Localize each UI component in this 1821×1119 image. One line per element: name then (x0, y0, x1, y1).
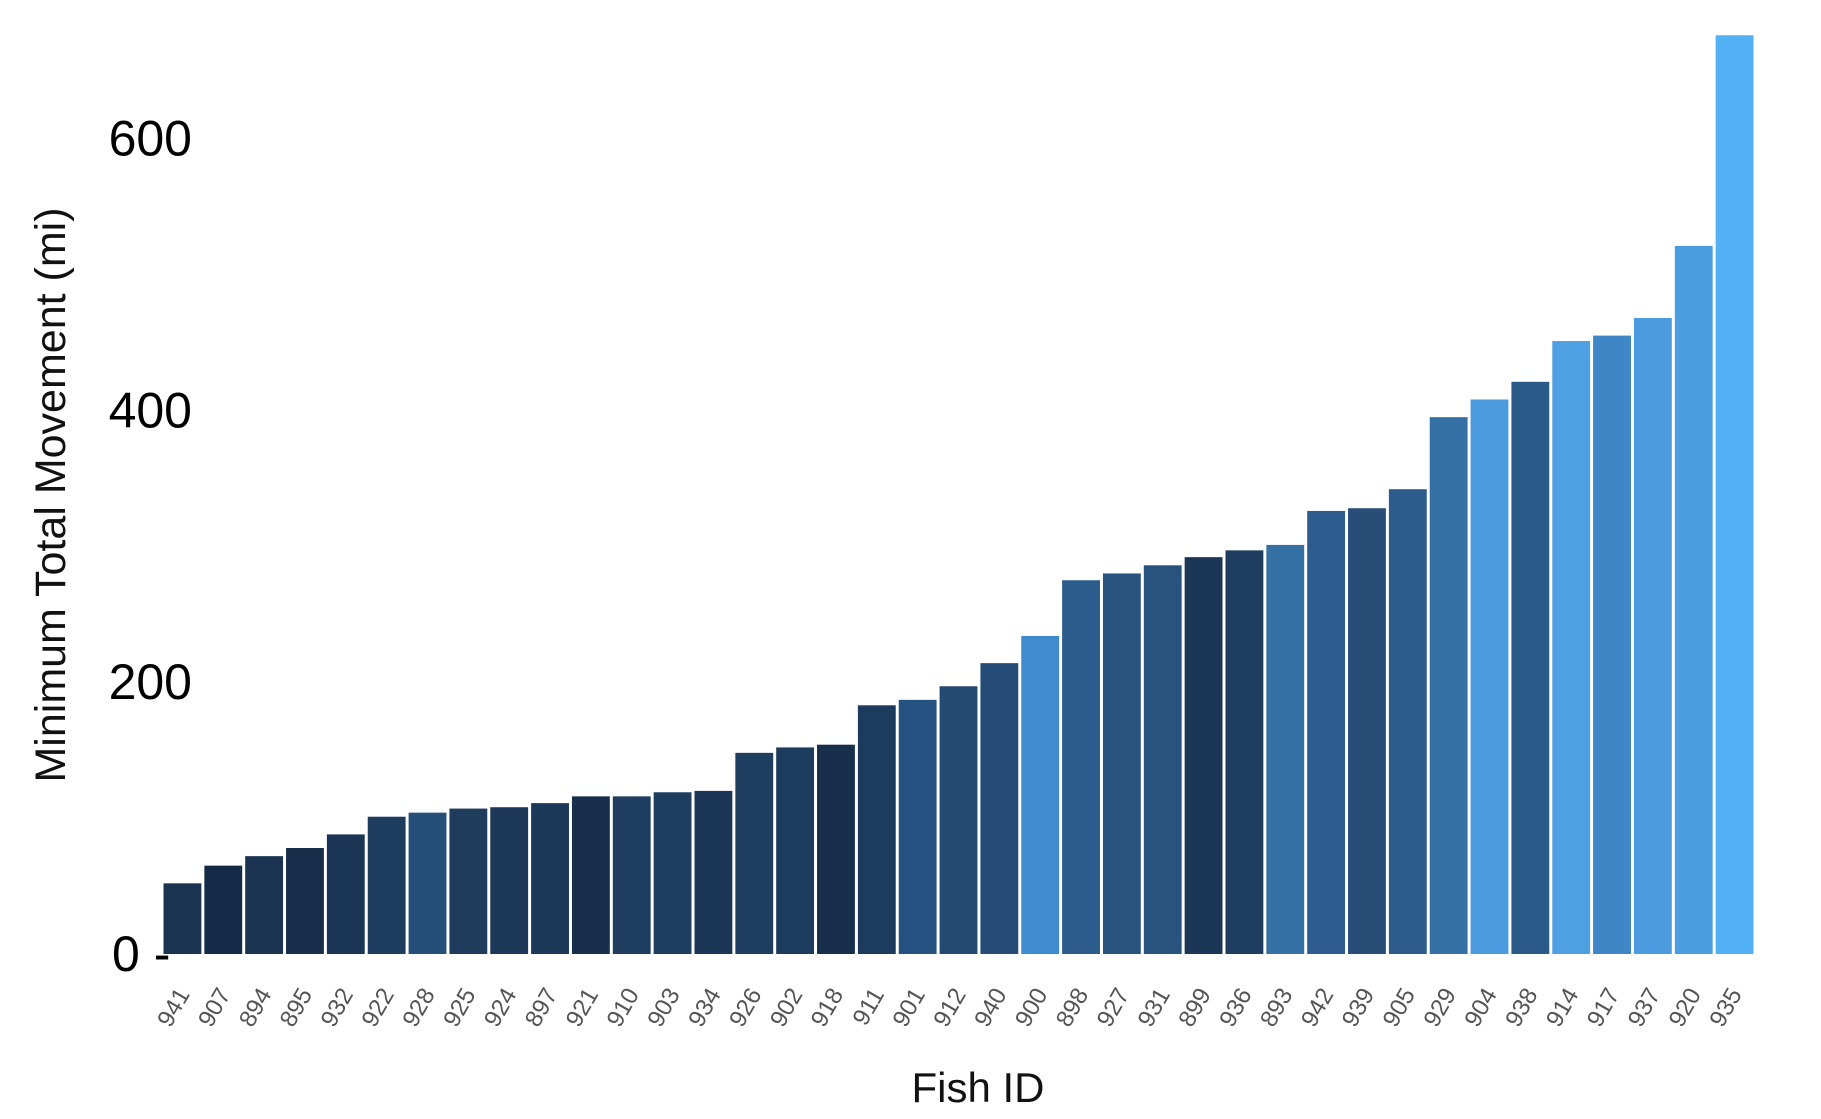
bar-936 (1225, 550, 1264, 954)
bar-893 (1266, 544, 1305, 954)
bar-914 (1552, 341, 1591, 954)
x-tick-label: 898 (1051, 984, 1094, 1032)
x-tick-label: 900 (1010, 984, 1053, 1032)
bar-898 (1062, 580, 1100, 954)
x-tick-label: 907 (193, 984, 236, 1032)
bar-927 (1102, 573, 1141, 954)
bar-894 (245, 856, 284, 954)
x-tick-label: 934 (683, 984, 726, 1032)
bar-899 (1184, 557, 1223, 954)
bar-929 (1429, 417, 1468, 954)
bar-921 (571, 796, 610, 954)
bar-931 (1143, 565, 1182, 954)
x-tick-label: 937 (1623, 984, 1666, 1032)
x-tick-label: 935 (1704, 984, 1747, 1032)
x-tick-label: 893 (1255, 984, 1298, 1032)
x-tick-label: 924 (479, 984, 522, 1032)
x-tick-label: 928 (397, 984, 440, 1032)
bar-925 (449, 808, 488, 954)
x-tick-label: 902 (765, 984, 808, 1032)
bar-932 (326, 834, 365, 954)
x-tick-label: 894 (234, 984, 277, 1032)
x-tick-label: 925 (438, 984, 481, 1032)
x-tick-label: 910 (602, 984, 645, 1032)
x-tick-label: 911 (847, 984, 890, 1031)
x-tick-label: 941 (152, 984, 195, 1032)
x-tick-label: 940 (969, 984, 1012, 1032)
bar-940 (980, 663, 1019, 954)
bar-918 (817, 744, 855, 954)
bar-904 (1470, 399, 1509, 954)
x-tick-label: 912 (928, 984, 971, 1032)
bar-922 (367, 816, 406, 954)
bar-901 (898, 699, 937, 954)
x-tick-label: 927 (1092, 984, 1135, 1032)
x-tick-label: 929 (1418, 984, 1461, 1032)
y-tick-label: 400 (109, 382, 192, 438)
bar-917 (1593, 335, 1631, 954)
y-tick-label: 600 (109, 111, 192, 167)
bar-895 (286, 847, 324, 954)
x-tick-label: 942 (1296, 984, 1339, 1032)
bar-920 (1674, 245, 1713, 954)
x-tick-label: 939 (1337, 984, 1380, 1032)
x-tick-label: 922 (356, 984, 399, 1032)
bar-938 (1511, 381, 1550, 954)
bar-924 (490, 807, 529, 954)
x-tick-label: 901 (887, 984, 930, 1032)
x-tick-label: 899 (1173, 984, 1216, 1032)
bar-905 (1388, 489, 1427, 954)
y-tick-label: 200 (109, 654, 192, 710)
bar-942 (1307, 510, 1346, 954)
bar-912 (939, 686, 978, 954)
bar-941 (163, 883, 202, 954)
x-tick-label: 904 (1459, 984, 1502, 1032)
x-tick-label: 936 (1214, 984, 1257, 1032)
bar-939 (1348, 508, 1386, 954)
bars-group (163, 35, 1754, 954)
x-axis-ticks: 9419078948959329229289259248979219109039… (152, 984, 1748, 1032)
x-tick-label: 895 (275, 984, 318, 1032)
bar-900 (1021, 635, 1060, 954)
bar-911 (857, 705, 896, 954)
x-tick-label: 903 (642, 984, 685, 1032)
x-tick-label: 938 (1500, 984, 1543, 1032)
x-tick-label: 921 (561, 984, 604, 1032)
bar-928 (408, 812, 447, 954)
x-axis-label: Fish ID (911, 1064, 1044, 1111)
x-tick-label: 931 (1133, 984, 1176, 1032)
x-tick-label: 905 (1378, 984, 1421, 1032)
bar-907 (204, 865, 243, 954)
x-tick-label: 920 (1664, 984, 1707, 1032)
y-axis-label: Minimum Total Movement (mi) (27, 207, 75, 782)
bar-935 (1715, 35, 1754, 954)
bar-903 (653, 792, 692, 954)
bar-926 (735, 752, 774, 954)
bar-937 (1633, 317, 1672, 954)
y-axis-ticks: 0 - 200 400 600 (109, 111, 192, 982)
bar-902 (776, 747, 815, 954)
x-tick-label: 932 (316, 984, 359, 1032)
bar-910 (612, 796, 651, 954)
bar-934 (694, 790, 733, 954)
x-tick-label: 897 (520, 984, 563, 1032)
x-tick-label: 918 (806, 984, 849, 1032)
x-tick-label: 914 (1541, 984, 1584, 1032)
y-tick-label: 0 - (112, 926, 170, 982)
x-tick-label: 926 (724, 984, 767, 1032)
bar-897 (531, 803, 569, 954)
x-tick-label: 917 (1582, 984, 1625, 1032)
